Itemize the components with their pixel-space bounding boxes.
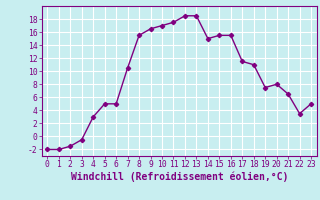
X-axis label: Windchill (Refroidissement éolien,°C): Windchill (Refroidissement éolien,°C) — [70, 172, 288, 182]
